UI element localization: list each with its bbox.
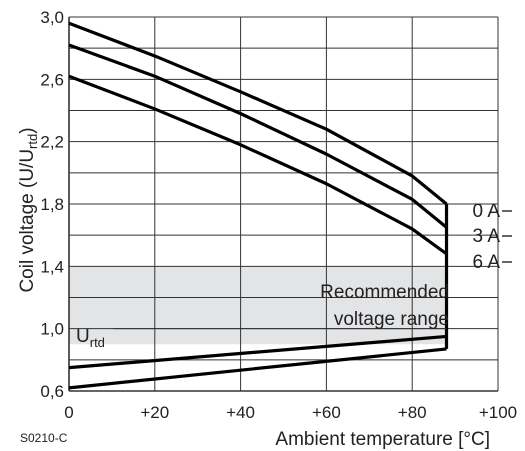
y-tick-label: 2,2 [40,133,64,152]
y-axis-label: Coil voltage (U/Urtd) [17,127,40,292]
x-tick-label: +20 [140,403,169,422]
series-label-0: 0 A [473,201,501,222]
series-line-1 [68,43,448,229]
series-line-4 [68,347,447,390]
band-label-line1: Recommended [320,282,449,303]
y-tick-label: 2,6 [40,70,64,89]
x-tick-label: +80 [398,403,427,422]
x-tick-label: 0 [64,403,73,422]
band-label-line2: voltage range [334,309,449,330]
y-tick-label: 3,0 [40,8,64,27]
y-tick-label: 1,4 [40,257,64,276]
series-label-1: 3 A [473,226,501,247]
recommended-band [69,266,447,345]
series-line-2 [68,74,448,256]
series-label-2: 6 A [473,252,501,273]
urtd-label: Urtd [76,326,105,350]
y-tick-label: 1,0 [40,320,64,339]
x-axis-label: Ambient temperature [°C] [275,429,490,450]
y-tick-label: 0,6 [40,382,64,401]
y-tick-label: 1,8 [40,195,64,214]
x-tick-label: +40 [226,403,255,422]
figure-code: S0210-C [20,431,68,445]
x-tick-label: +100 [479,403,517,422]
x-tick-label: +60 [312,403,341,422]
series-line-0 [68,21,448,206]
series-line-3 [68,334,447,370]
